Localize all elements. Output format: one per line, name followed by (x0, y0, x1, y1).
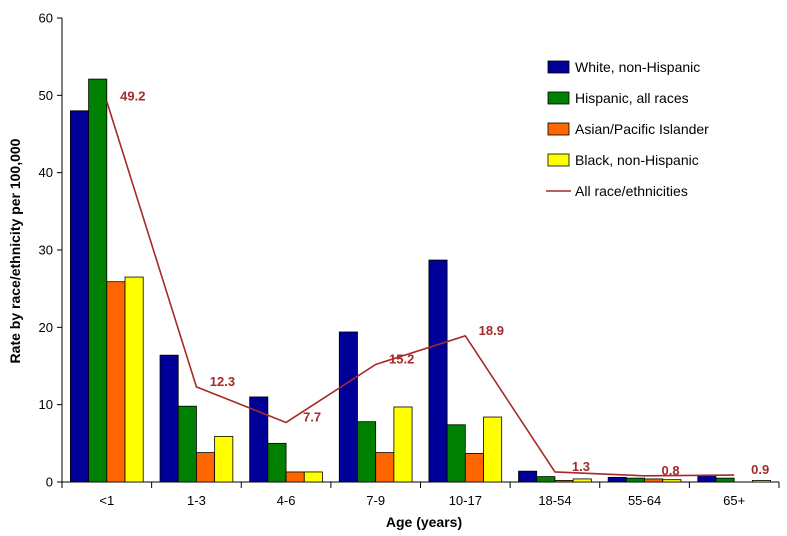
y-tick-label: 20 (39, 320, 53, 335)
bar-3-1 (106, 281, 126, 483)
bar-4-5 (483, 416, 503, 483)
x-tick-label: 10-17 (449, 493, 482, 508)
bar-2-5 (446, 424, 466, 483)
bar-4-1 (124, 276, 144, 483)
bar-1-6 (518, 470, 538, 483)
data-labels-group: 49.2 12.3 7.7 15.2 18.9 1.3 0.8 0.9 (120, 89, 769, 478)
bar-4-7 (662, 479, 682, 483)
data-label: 0.9 (751, 462, 769, 477)
legend-swatch (547, 91, 570, 105)
data-label: 0.8 (662, 463, 680, 478)
data-label: 1.3 (572, 459, 590, 474)
y-axis-title: Rate by race/ethnicity per 100,000 (7, 138, 23, 363)
bar-2-2 (177, 405, 197, 483)
legend-label: Hispanic, all races (575, 90, 689, 106)
y-tick-label: 60 (39, 11, 53, 26)
bar-1-2 (159, 354, 179, 483)
x-tick-label: 1-3 (187, 493, 206, 508)
y-tick-label: 0 (46, 475, 53, 490)
legend-swatch (547, 153, 570, 167)
bars-group (70, 78, 771, 483)
bar-4-6 (572, 478, 592, 483)
bar-3-4 (375, 452, 395, 483)
bar-3-3 (285, 471, 305, 483)
bar-1-3 (249, 396, 269, 483)
bar-3-7 (644, 478, 664, 483)
bar-1-4 (338, 331, 358, 483)
bar-4-2 (214, 435, 234, 483)
x-axis-title: Age (years) (386, 514, 462, 530)
y-tick-label: 40 (39, 165, 53, 180)
line-group (106, 101, 735, 477)
x-tick-label: 7-9 (366, 493, 385, 508)
bar-3-5 (464, 452, 484, 483)
bar-4-8 (751, 480, 771, 483)
x-tick-label: 18-54 (538, 493, 571, 508)
bar-2-8 (715, 477, 735, 483)
legend-label: White, non-Hispanic (575, 59, 700, 75)
data-label: 49.2 (120, 89, 145, 104)
y-tick-label: 10 (39, 397, 53, 412)
y-tick-label: 30 (39, 243, 53, 258)
bar-3-6 (554, 480, 574, 483)
x-tick-label: 4-6 (277, 493, 296, 508)
x-tick-label: 55-64 (628, 493, 661, 508)
bar-2-4 (357, 421, 377, 483)
x-tick-label: <1 (99, 493, 114, 508)
data-label: 7.7 (303, 409, 321, 424)
bar-1-7 (607, 476, 627, 483)
y-tick-label: 50 (39, 88, 53, 103)
legend-label: All race/ethnicities (575, 183, 688, 199)
bar-1-1 (70, 110, 90, 483)
data-label: 12.3 (210, 374, 235, 389)
bar-2-3 (267, 442, 287, 483)
tick-labels-group: 0 10 20 30 40 50 60 <1 1-3 4-6 7-9 10-17 18-54 55-64 6… (39, 11, 746, 509)
bar-2-1 (88, 78, 108, 483)
legend: White, non-Hispanic Hispanic, all races As… (546, 59, 709, 199)
legend-label: Black, non-Hispanic (575, 152, 699, 168)
line-all-race (106, 101, 735, 477)
x-tick-label: 65+ (723, 493, 745, 508)
bar-2-7 (625, 477, 645, 483)
bar-1-8 (697, 475, 717, 483)
bar-3-2 (196, 452, 216, 483)
legend-swatch (547, 122, 570, 136)
bar-2-6 (536, 476, 556, 483)
legend-swatch (547, 60, 570, 74)
bar-4-3 (303, 471, 323, 483)
data-label: 15.2 (389, 351, 414, 366)
bar-4-4 (393, 406, 413, 483)
legend-label: Asian/Pacific Islander (575, 121, 709, 137)
data-label: 18.9 (479, 323, 504, 338)
bar-1-5 (428, 259, 448, 483)
